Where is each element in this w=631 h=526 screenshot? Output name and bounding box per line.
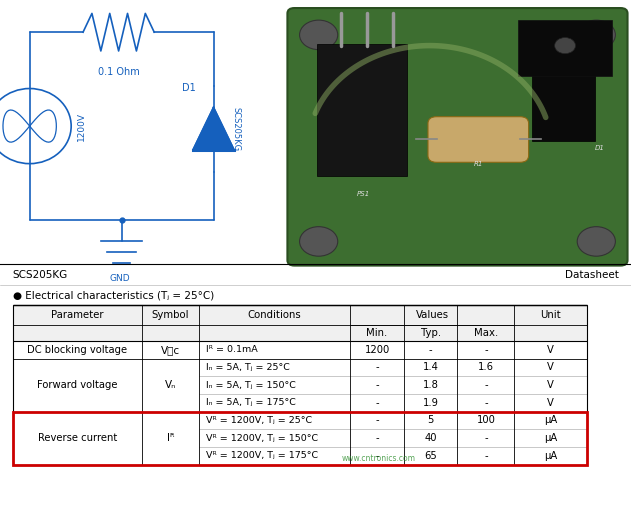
Text: V: V — [547, 362, 554, 372]
Text: -: - — [375, 362, 379, 372]
Text: μA: μA — [544, 416, 557, 426]
Text: -: - — [375, 416, 379, 426]
Circle shape — [577, 227, 615, 256]
Text: Symbol: Symbol — [151, 310, 189, 320]
Text: Min.: Min. — [367, 328, 387, 338]
Text: -: - — [484, 433, 488, 443]
Text: 40: 40 — [425, 433, 437, 443]
Bar — [13, 305, 587, 464]
Text: D1: D1 — [595, 145, 604, 151]
Text: GND: GND — [110, 274, 131, 282]
Text: -: - — [375, 451, 379, 461]
Text: μA: μA — [544, 451, 557, 461]
Text: 65: 65 — [424, 451, 437, 461]
Text: SCS205KG: SCS205KG — [232, 107, 240, 151]
FancyBboxPatch shape — [518, 20, 612, 76]
Text: -: - — [375, 433, 379, 443]
Text: -: - — [484, 451, 488, 461]
FancyBboxPatch shape — [317, 44, 407, 176]
Text: Parameter: Parameter — [51, 310, 103, 320]
Text: Iₙ = 5A, Tⱼ = 175°C: Iₙ = 5A, Tⱼ = 175°C — [206, 398, 296, 407]
Text: Vₙ: Vₙ — [165, 380, 176, 390]
Text: 1.9: 1.9 — [423, 398, 439, 408]
Text: 1200: 1200 — [364, 345, 390, 355]
Circle shape — [300, 20, 338, 49]
Text: 1.4: 1.4 — [423, 362, 439, 372]
Text: -: - — [429, 345, 432, 355]
Text: R1: R1 — [474, 161, 483, 167]
Text: Vᴿ = 1200V, Tⱼ = 150°C: Vᴿ = 1200V, Tⱼ = 150°C — [206, 433, 319, 442]
Text: www.cntronics.com: www.cntronics.com — [341, 454, 416, 463]
Text: PS1: PS1 — [357, 191, 370, 197]
Text: Unit: Unit — [540, 310, 561, 320]
Text: V: V — [547, 398, 554, 408]
Text: Vᴿ = 1200V, Tⱼ = 25°C: Vᴿ = 1200V, Tⱼ = 25°C — [206, 416, 312, 425]
Text: SCS205KG: SCS205KG — [13, 270, 68, 280]
Text: Typ.: Typ. — [421, 328, 440, 338]
Text: Max.: Max. — [474, 328, 498, 338]
Text: Iᴿ = 0.1mA: Iᴿ = 0.1mA — [206, 345, 258, 354]
Circle shape — [555, 37, 575, 54]
Circle shape — [577, 20, 615, 49]
Text: Iₙ = 5A, Tⱼ = 25°C: Iₙ = 5A, Tⱼ = 25°C — [206, 363, 290, 372]
Text: V₝c: V₝c — [161, 345, 180, 355]
Text: ● Electrical characteristics (Tⱼ = 25°C): ● Electrical characteristics (Tⱼ = 25°C) — [13, 290, 214, 300]
Bar — [13, 305, 587, 325]
Text: Values: Values — [416, 310, 449, 320]
Text: Datasheet: Datasheet — [565, 270, 618, 280]
FancyBboxPatch shape — [532, 52, 594, 141]
Text: -: - — [375, 380, 379, 390]
Text: 1.8: 1.8 — [423, 380, 439, 390]
Text: 5: 5 — [427, 416, 434, 426]
Text: -: - — [375, 398, 379, 408]
FancyBboxPatch shape — [428, 117, 529, 163]
Text: D1: D1 — [182, 83, 196, 93]
Text: 1200V: 1200V — [77, 112, 86, 140]
Text: -: - — [484, 345, 488, 355]
Bar — [13, 325, 587, 341]
Text: 0.1 Ohm: 0.1 Ohm — [98, 67, 139, 77]
FancyBboxPatch shape — [288, 8, 627, 266]
Bar — [13, 411, 587, 464]
Text: 1.6: 1.6 — [478, 362, 494, 372]
Text: Vᴿ = 1200V, Tⱼ = 175°C: Vᴿ = 1200V, Tⱼ = 175°C — [206, 451, 319, 460]
Text: V: V — [547, 345, 554, 355]
Text: 100: 100 — [476, 416, 495, 426]
Text: -: - — [484, 380, 488, 390]
Circle shape — [300, 227, 338, 256]
Polygon shape — [192, 107, 234, 150]
Text: -: - — [484, 398, 488, 408]
Text: Reverse current: Reverse current — [38, 433, 117, 443]
Text: μA: μA — [544, 433, 557, 443]
Text: Conditions: Conditions — [247, 310, 302, 320]
Text: DC blocking voltage: DC blocking voltage — [27, 345, 127, 355]
Text: V: V — [547, 380, 554, 390]
Text: Iₙ = 5A, Tⱼ = 150°C: Iₙ = 5A, Tⱼ = 150°C — [206, 380, 296, 390]
Text: Forward voltage: Forward voltage — [37, 380, 117, 390]
Text: Iᴿ: Iᴿ — [167, 433, 174, 443]
